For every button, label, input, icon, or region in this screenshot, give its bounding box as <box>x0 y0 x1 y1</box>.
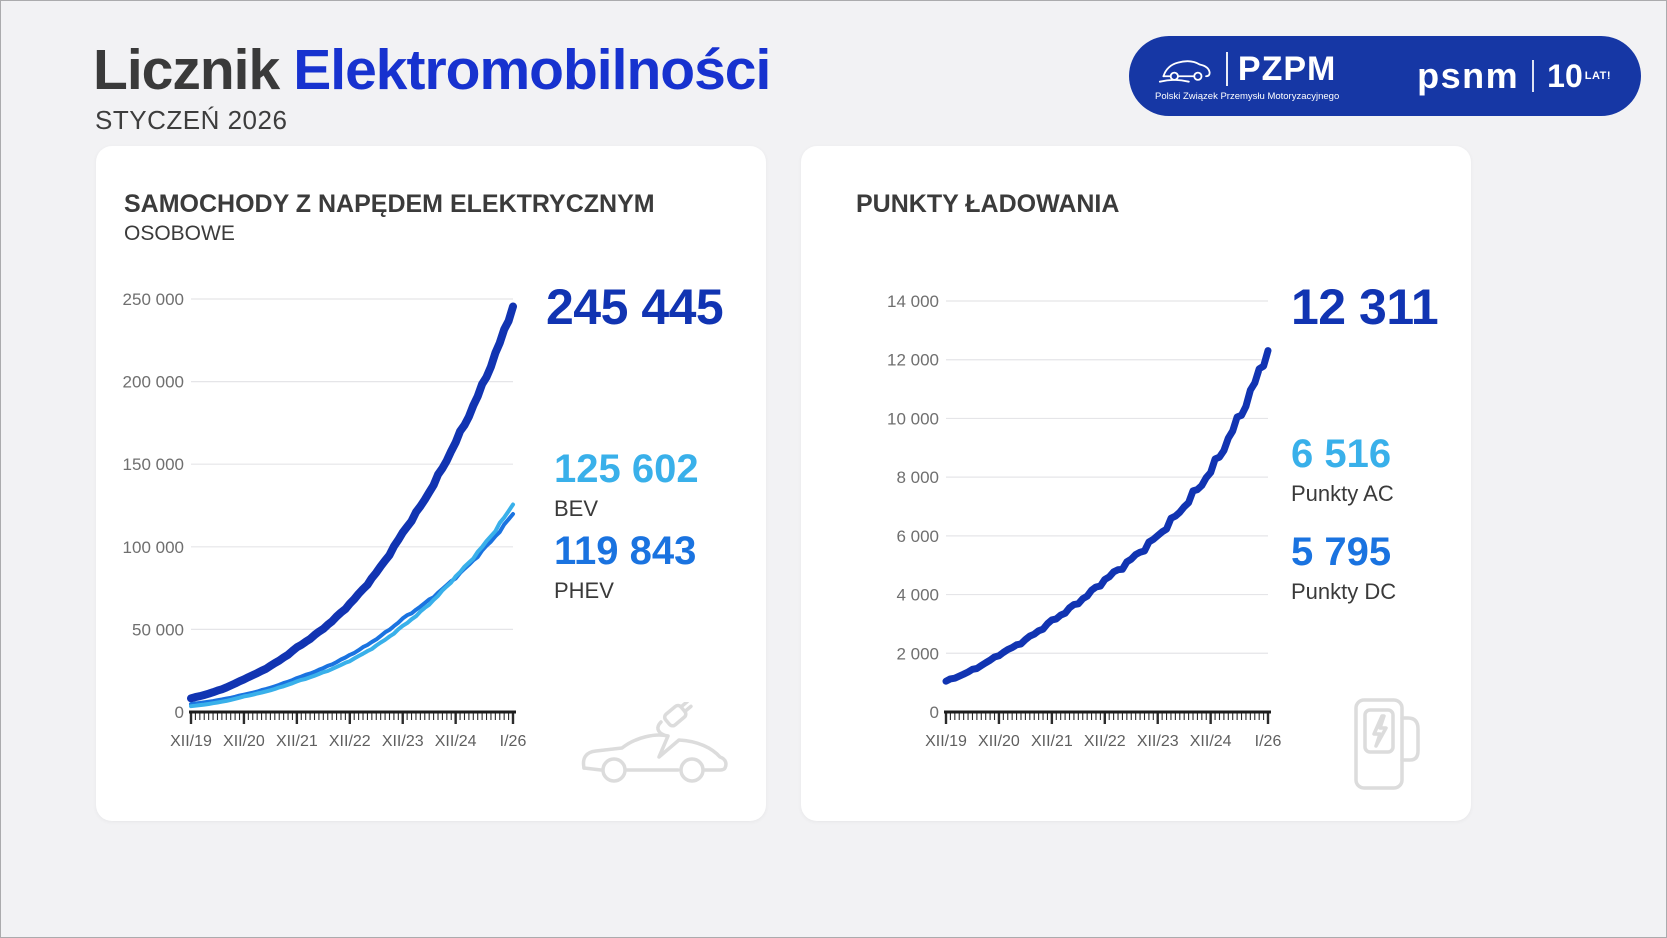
svg-text:XII/20: XII/20 <box>978 733 1020 750</box>
charging-station-icon <box>1354 698 1420 790</box>
psnm-divider <box>1532 60 1535 92</box>
dc-label: Punkty DC <box>1291 579 1397 604</box>
charging-total-value: 12 311 <box>1291 279 1439 335</box>
title-part-blue: Elektromobilności <box>293 38 771 102</box>
svg-text:I/26: I/26 <box>500 733 527 750</box>
svg-text:XII/22: XII/22 <box>329 733 371 750</box>
psnm-anniversary-number: 10 <box>1547 58 1583 94</box>
cars-card-title: SAMOCHODY Z NAPĘDEM ELEKTRYCZNYM <box>124 190 655 218</box>
page-title: Licznik Elektromobilności <box>93 37 771 103</box>
cars-total-value: 245 445 <box>546 279 724 335</box>
svg-text:2 000: 2 000 <box>896 644 939 663</box>
title-part-black: Licznik <box>93 38 280 102</box>
svg-text:50 000: 50 000 <box>132 620 184 639</box>
svg-text:XII/22: XII/22 <box>1084 733 1126 750</box>
cars-card: SAMOCHODY Z NAPĘDEM ELEKTRYCZNYM OSOBOWE… <box>96 146 766 821</box>
pzpm-car-sketch-icon <box>1158 60 1211 83</box>
pzpm-lockup: PZPM <box>1158 50 1336 88</box>
dc-value: 5 795 <box>1291 530 1392 574</box>
svg-text:10 000: 10 000 <box>887 409 939 428</box>
svg-text:0: 0 <box>930 703 939 722</box>
svg-text:XII/24: XII/24 <box>1190 733 1232 750</box>
ac-stat: 6 516 Punkty AC <box>1291 434 1394 505</box>
svg-text:12 000: 12 000 <box>887 351 939 370</box>
svg-text:XII/20: XII/20 <box>223 733 265 750</box>
psnm-anniversary-suffix: LAT! <box>1584 70 1611 82</box>
logo-pill: PZPM Polski Związek Przemysłu Motoryzacy… <box>1129 36 1641 116</box>
dc-stat: 5 795 Punkty DC <box>1291 532 1396 603</box>
svg-text:XII/21: XII/21 <box>276 733 318 750</box>
svg-text:250 000: 250 000 <box>123 290 184 309</box>
ac-value: 6 516 <box>1291 432 1392 476</box>
svg-text:XII/21: XII/21 <box>1031 733 1073 750</box>
bev-label: BEV <box>554 496 599 521</box>
svg-text:XII/19: XII/19 <box>170 733 212 750</box>
svg-text:XII/23: XII/23 <box>1137 733 1179 750</box>
bev-value: 125 602 <box>554 447 699 491</box>
phev-stat: 119 843 PHEV <box>554 531 696 602</box>
charging-card: PUNKTY ŁADOWANIA 14 000 12 000 10 000 8 000… <box>801 146 1471 821</box>
svg-text:XII/23: XII/23 <box>382 733 424 750</box>
svg-text:I/26: I/26 <box>1255 733 1282 750</box>
subtitle-date: STYCZEŃ 2026 <box>95 105 288 135</box>
pzpm-logo: PZPM Polski Związek Przemysłu Motoryzacy… <box>1155 50 1339 102</box>
psnm-wordmark: psnm <box>1417 55 1520 96</box>
electric-car-icon <box>581 702 728 783</box>
bev-stat: 125 602 BEV <box>554 449 699 520</box>
phev-value: 119 843 <box>554 529 697 573</box>
cars-card-subtitle: OSOBOWE <box>124 222 235 245</box>
charging-card-title: PUNKTY ŁADOWANIA <box>856 190 1120 218</box>
pzpm-full-name: Polski Związek Przemysłu Motoryzacyjnego <box>1155 91 1340 102</box>
svg-text:150 000: 150 000 <box>123 455 184 474</box>
svg-text:100 000: 100 000 <box>123 538 184 557</box>
svg-text:6 000: 6 000 <box>896 527 939 546</box>
svg-text:200 000: 200 000 <box>123 373 184 392</box>
pzpm-acronym: PZPM <box>1237 50 1337 88</box>
svg-text:XII/19: XII/19 <box>925 733 967 750</box>
pzpm-divider <box>1225 52 1228 86</box>
svg-text:8 000: 8 000 <box>896 468 939 487</box>
svg-text:0: 0 <box>175 703 184 722</box>
svg-text:4 000: 4 000 <box>896 586 939 605</box>
ac-label: Punkty AC <box>1291 481 1394 506</box>
svg-text:XII/24: XII/24 <box>435 733 477 750</box>
phev-label: PHEV <box>554 578 614 603</box>
svg-text:14 000: 14 000 <box>887 292 939 311</box>
psnm-logo: psnm 10 LAT! <box>1417 58 1611 94</box>
